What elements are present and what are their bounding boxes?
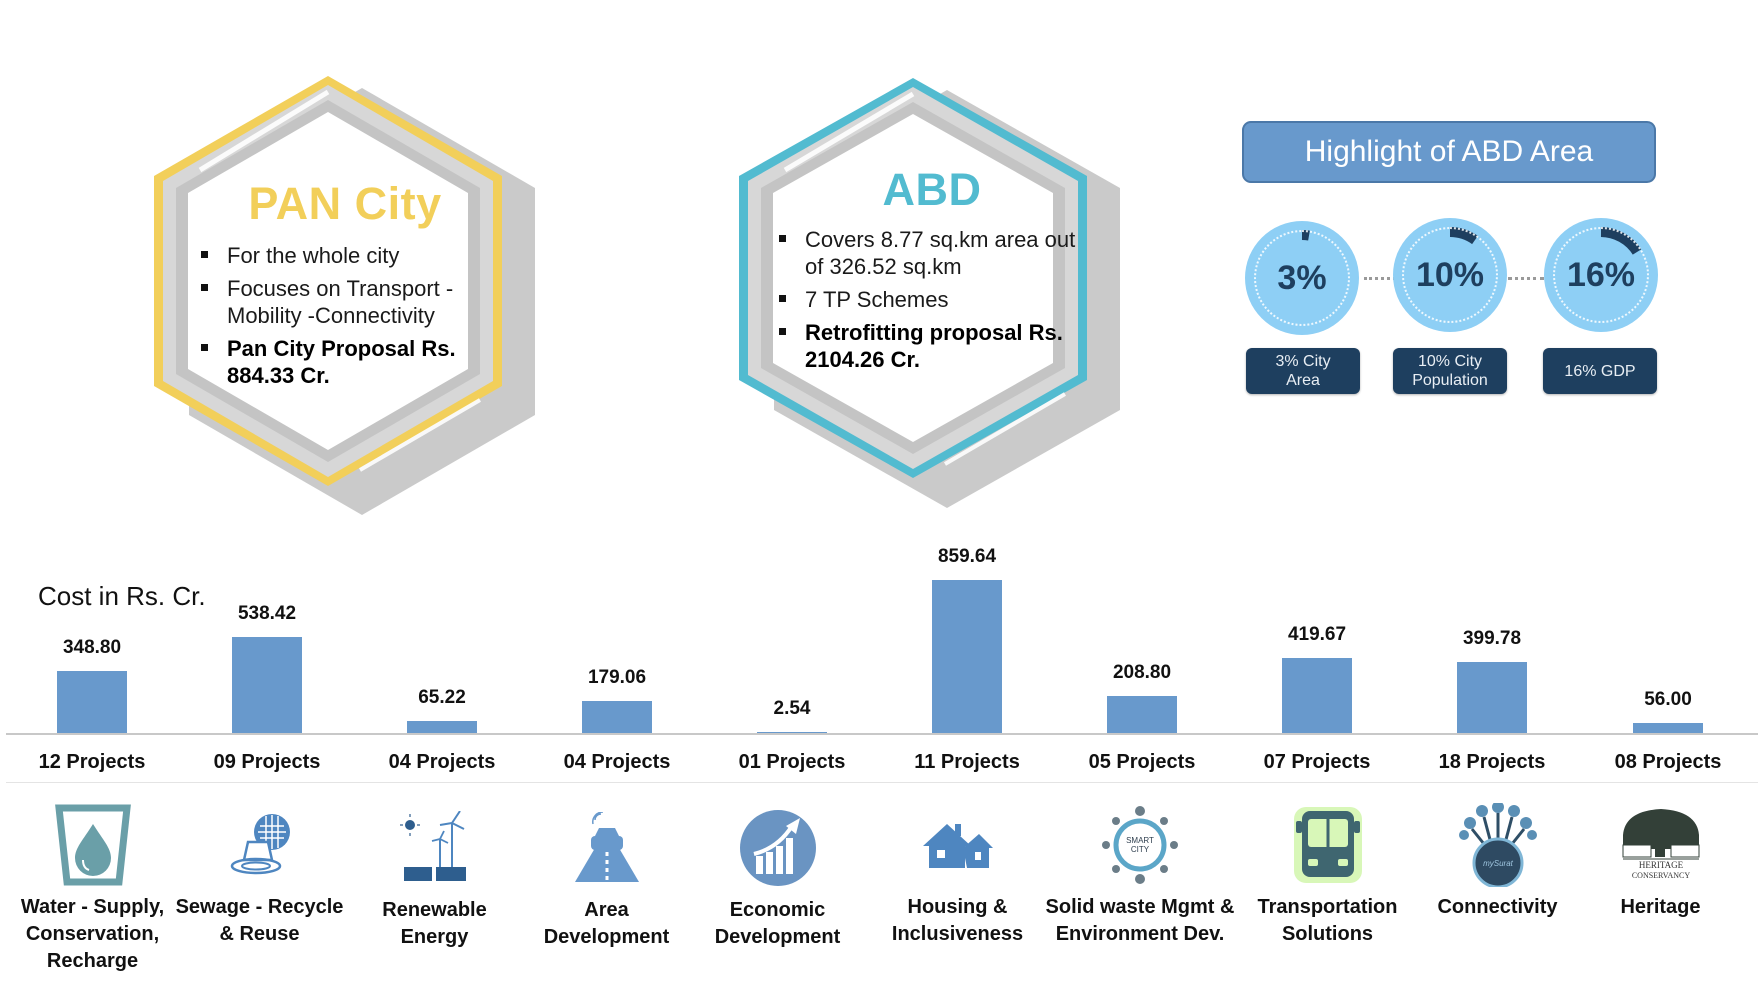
highlight-label-population: 10% City Population bbox=[1393, 348, 1507, 394]
svg-text:CONSERVANCY: CONSERVANCY bbox=[1631, 871, 1690, 880]
category-label: Housing & Inclusiveness bbox=[891, 896, 1024, 945]
project-count-label: 04 Projects bbox=[388, 751, 496, 773]
mysurat-network-icon: mySurat bbox=[1453, 800, 1543, 890]
highlight-label-gdp: 16% GDP bbox=[1543, 348, 1657, 394]
connector-dots bbox=[1364, 277, 1396, 280]
category-housing: Housing & Inclusiveness bbox=[870, 800, 1045, 948]
bar-value-label: 65.22 bbox=[418, 687, 466, 708]
category-water: Water - Supply, Conservation, Recharge bbox=[5, 800, 180, 975]
label-line: Area bbox=[1286, 372, 1320, 389]
abd-proposal: Retrofitting proposal Rs. 2104.26 Cr. bbox=[777, 319, 1087, 373]
highlight-circle-gdp: 16% bbox=[1544, 218, 1658, 332]
label-line: 10% City bbox=[1417, 353, 1483, 370]
project-count-label: 05 Projects bbox=[1088, 751, 1196, 773]
bar-value-label: 56.00 bbox=[1644, 689, 1692, 710]
svg-text:SMART: SMART bbox=[1126, 836, 1154, 845]
highlight-circle-area: 3% bbox=[1245, 221, 1359, 335]
smart-city-hub-icon: SMART CITY bbox=[1095, 800, 1185, 890]
bar bbox=[1633, 723, 1703, 733]
abd-card: ABD Covers 8.77 sq.km area out of 326.52… bbox=[725, 72, 1135, 512]
hexagon-frame-icon bbox=[154, 76, 535, 515]
category-label: Water - Supply, Conservation, Recharge bbox=[20, 896, 165, 972]
category-label: Connectivity bbox=[1437, 896, 1558, 918]
heritage-conservancy-icon: HERITAGE CONSERVANCY bbox=[1616, 800, 1706, 890]
svg-text:mySurat: mySurat bbox=[1483, 859, 1514, 868]
category-heritage: HERITAGE CONSERVANCY Heritage bbox=[1573, 800, 1748, 921]
category-connectivity: mySurat Connectivity bbox=[1410, 800, 1585, 921]
bar bbox=[1457, 662, 1527, 733]
category-area-dev: Area Development bbox=[519, 803, 694, 951]
category-renewable: Renewable Energy bbox=[347, 803, 522, 951]
pan-city-proposal: Pan City Proposal Rs. 884.33 Cr. bbox=[199, 335, 495, 389]
category-label: Economic Development bbox=[714, 899, 841, 948]
category-solid-waste: SMART CITY Solid waste Mgmt & Environment… bbox=[1046, 800, 1234, 948]
project-count-label: 09 Projects bbox=[213, 751, 321, 773]
bus-icon bbox=[1283, 800, 1373, 890]
divider-line bbox=[6, 782, 1758, 783]
highlight-title: Highlight of ABD Area bbox=[1242, 121, 1656, 183]
category-sewage: Sewage - Recycle & Reuse bbox=[172, 800, 347, 948]
label-line: 16% GDP bbox=[1564, 362, 1636, 380]
category-economic: Economic Development bbox=[690, 803, 865, 951]
category-label: Area Development bbox=[543, 899, 670, 948]
hexagon-frame-icon bbox=[739, 78, 1120, 508]
project-count-label: 04 Projects bbox=[563, 751, 671, 773]
x-axis-line bbox=[6, 733, 1758, 735]
highlight-value: 16% bbox=[1566, 255, 1636, 294]
category-label: Renewable Energy bbox=[382, 899, 487, 948]
bar-value-label: 348.80 bbox=[62, 637, 122, 658]
abd-bullet: Covers 8.77 sq.km area out of 326.52 sq.… bbox=[777, 226, 1087, 280]
category-label: Transportation Solutions bbox=[1257, 896, 1398, 945]
label-line: Population bbox=[1412, 372, 1488, 389]
bar bbox=[57, 671, 127, 733]
highlight-value: 10% bbox=[1415, 255, 1485, 294]
pan-city-bullet: Focuses on Transport - Mobility -Connect… bbox=[199, 275, 495, 329]
highlight-label-area: 3% City Area bbox=[1246, 348, 1360, 394]
category-label: Sewage - Recycle & Reuse bbox=[175, 896, 344, 945]
bar bbox=[232, 637, 302, 733]
solar-wind-energy-icon bbox=[390, 803, 480, 893]
connector-dots bbox=[1508, 277, 1544, 280]
project-count-label: 11 Projects bbox=[914, 751, 1020, 773]
pan-city-bullet: For the whole city bbox=[199, 242, 495, 269]
pan-city-card: PAN City For the whole city Focuses on T… bbox=[140, 70, 550, 520]
pan-city-title: PAN City bbox=[248, 178, 442, 229]
bar bbox=[932, 580, 1002, 733]
bar-value-label: 2.54 bbox=[773, 698, 811, 719]
chart-y-label: Cost in Rs. Cr. bbox=[38, 581, 206, 611]
abd-title: ABD bbox=[882, 164, 982, 215]
smart-road-car-icon bbox=[562, 803, 652, 893]
bar bbox=[407, 721, 477, 733]
project-count-label: 07 Projects bbox=[1263, 751, 1371, 773]
bar-value-label: 859.64 bbox=[937, 546, 997, 567]
abd-bullet: 7 TP Schemes bbox=[777, 286, 1087, 313]
bar bbox=[757, 732, 827, 733]
sewage-recycle-icon bbox=[215, 800, 305, 890]
houses-icon bbox=[913, 800, 1003, 890]
bar-value-label: 538.42 bbox=[237, 603, 297, 624]
bar-value-label: 419.67 bbox=[1287, 624, 1347, 645]
bar bbox=[582, 701, 652, 733]
svg-text:HERITAGE: HERITAGE bbox=[1638, 860, 1683, 870]
category-label: Solid waste Mgmt & Environment Dev. bbox=[1045, 896, 1235, 945]
highlight-value: 3% bbox=[1277, 258, 1327, 297]
project-count-label: 12 Projects bbox=[38, 751, 146, 773]
bar-value-label: 399.78 bbox=[1462, 628, 1522, 649]
growth-chart-icon bbox=[733, 803, 823, 893]
category-label: Heritage bbox=[1620, 896, 1701, 918]
highlight-circle-population: 10% bbox=[1393, 218, 1507, 332]
svg-text:CITY: CITY bbox=[1131, 845, 1150, 854]
project-count-label: 08 Projects bbox=[1614, 751, 1722, 773]
bar-value-label: 208.80 bbox=[1112, 662, 1172, 683]
water-drop-glass-icon bbox=[48, 800, 138, 890]
project-count-label: 01 Projects bbox=[738, 751, 846, 773]
label-line: 3% City bbox=[1275, 353, 1331, 370]
project-count-label: 18 Projects bbox=[1438, 751, 1546, 773]
bar bbox=[1107, 696, 1177, 733]
bar-value-label: 179.06 bbox=[587, 667, 647, 688]
category-transport: Transportation Solutions bbox=[1240, 800, 1415, 948]
bar bbox=[1282, 658, 1352, 733]
